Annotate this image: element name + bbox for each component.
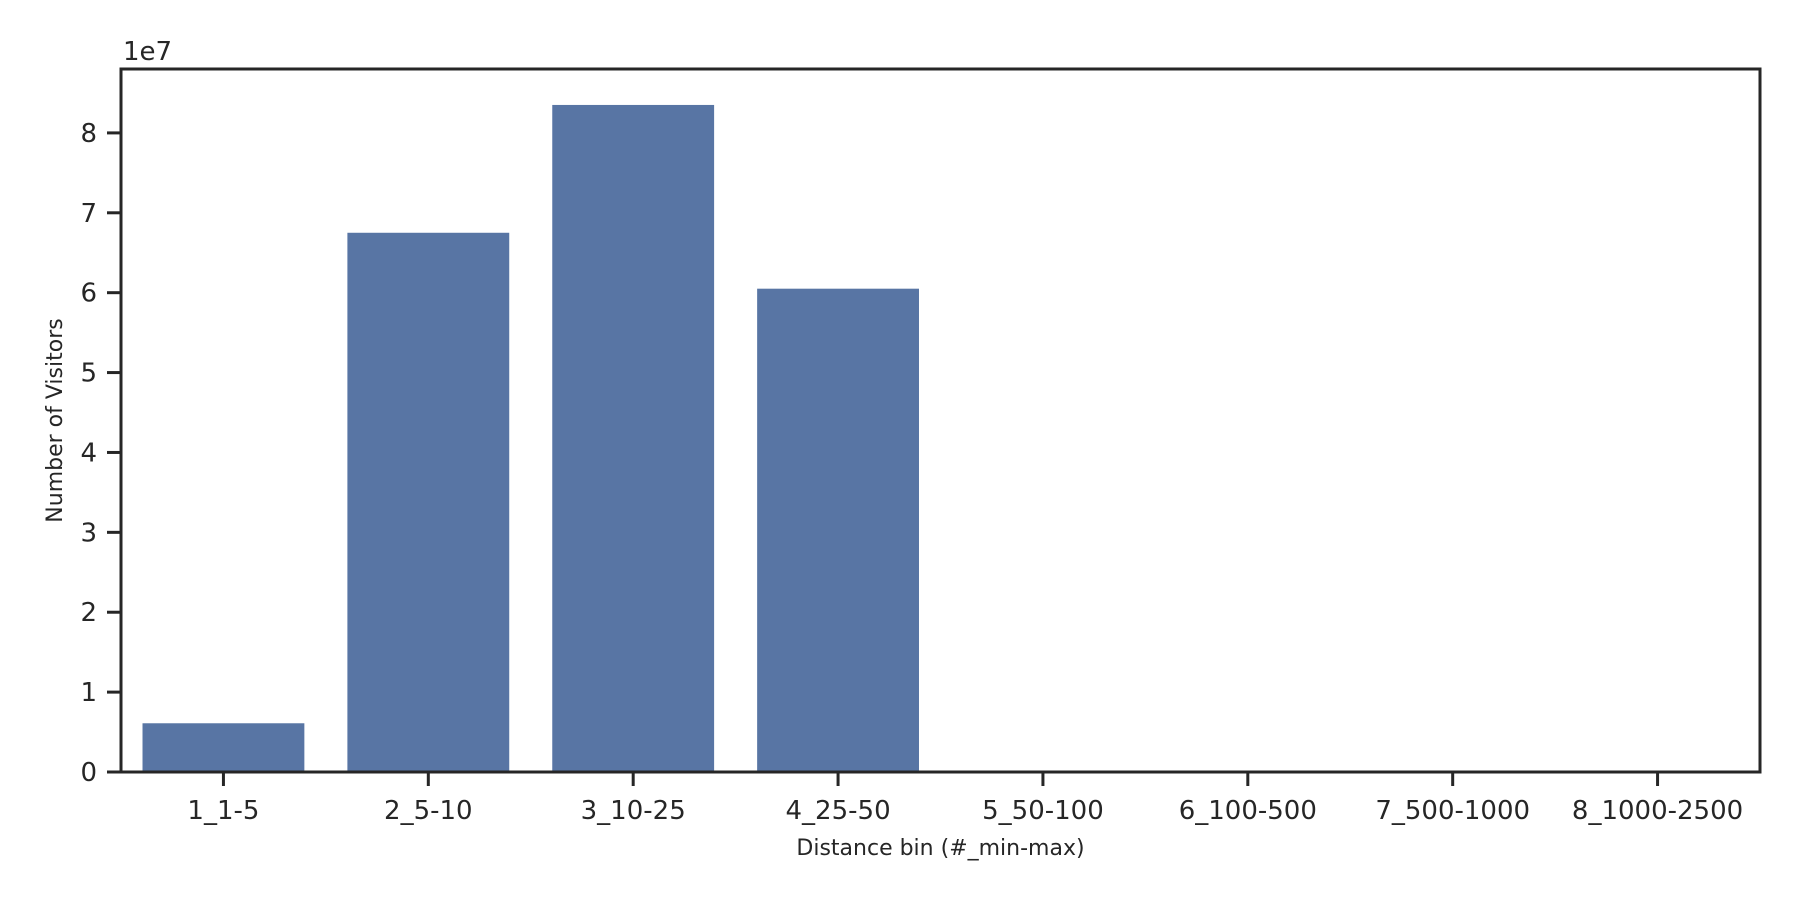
y-axis-label: Number of Visitors [43,318,68,522]
plot-frame [119,67,1762,774]
bars-group [142,104,919,772]
x-tick-label: 2_5-10 [384,796,473,826]
x-axis-label: Distance bin (#_min-max) [796,836,1084,861]
y-tick-label: 3 [80,518,97,548]
x-tick-label: 1_1-5 [187,796,259,826]
bar-1_1-5 [142,723,305,772]
y-tick-label: 8 [80,119,97,149]
x-tick-label: 5_50-100 [982,796,1104,826]
bar-4_25-50 [757,288,919,772]
y-tick-label: 5 [80,359,97,389]
x-tick-label: 4_25-50 [786,796,891,826]
y-tick-label: 7 [80,199,97,229]
x-tick-label: 8_1000-2500 [1572,796,1743,826]
y-tick-label: 2 [80,598,97,628]
y-tick-label: 0 [80,758,97,788]
x-tick-label: 3_10-25 [581,796,686,826]
x-tick-label: 7_500-1000 [1375,796,1530,826]
x-axis: 1_1-5 2_5-10 3_10-25 4_25-50 5_50-100 6_100-5… [187,772,1743,826]
bar-3_10-25 [552,104,715,772]
x-tick-label: 6_100-500 [1179,796,1317,826]
y-tick-label: 4 [80,438,97,468]
y-tick-label: 6 [80,279,97,309]
y-axis: 0 1 2 3 4 5 6 7 8 [80,119,121,788]
y-tick-label: 1 [80,678,97,708]
bar-2_5-10 [347,232,510,772]
y-offset-label: 1e7 [123,37,172,67]
